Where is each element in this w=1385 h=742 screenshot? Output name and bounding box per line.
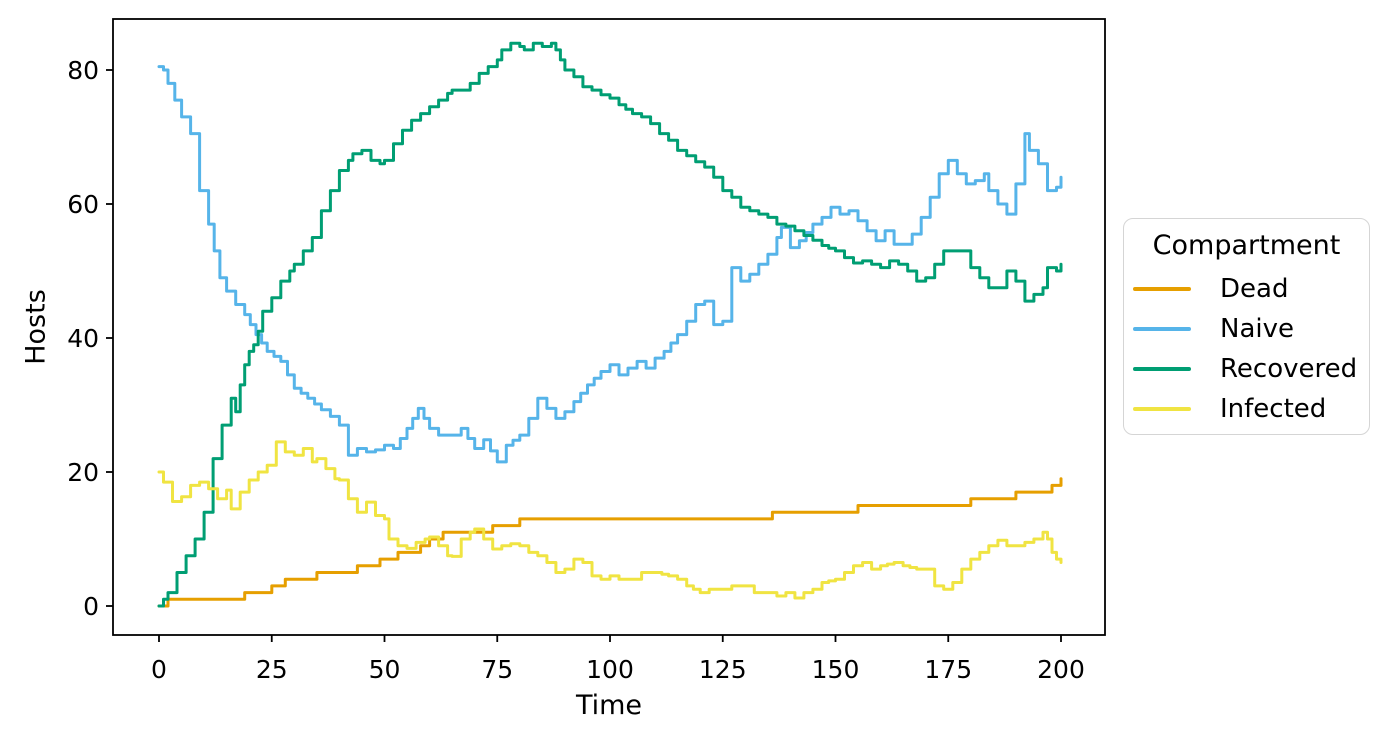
x-tick-label: 175	[924, 655, 972, 684]
x-tick-label: 100	[586, 655, 634, 684]
y-tick-label: 80	[67, 56, 99, 85]
y-axis-label: Hosts	[20, 289, 52, 365]
axes-frame	[112, 18, 1106, 636]
y-tick-label: 60	[67, 190, 99, 219]
legend-entry-recovered: Recovered	[1124, 349, 1369, 389]
legend-label-recovered: Recovered	[1220, 354, 1358, 384]
legend-swatch-naive	[1133, 327, 1191, 331]
legend-entry-dead: Dead	[1124, 269, 1369, 309]
y-tick-label: 20	[67, 458, 99, 487]
legend-entry-naive: Naive	[1124, 309, 1369, 349]
x-tick-label: 150	[812, 655, 860, 684]
legend-label-dead: Dead	[1220, 274, 1289, 304]
x-tick-label: 75	[481, 655, 513, 684]
series-line-recovered	[157, 41, 1063, 608]
legend-label-infected: Infected	[1220, 394, 1327, 424]
legend-entry-infected: Infected	[1124, 389, 1369, 429]
x-tick-label: 200	[1037, 655, 1085, 684]
series-line-infected	[157, 440, 1063, 600]
legend-swatch-recovered	[1133, 367, 1191, 371]
x-tick-label: 25	[256, 655, 288, 684]
x-axis-label: Time	[575, 690, 643, 721]
x-tick-label: 50	[369, 655, 401, 684]
series-line-dead	[157, 477, 1063, 608]
legend-swatch-dead	[1133, 287, 1191, 291]
x-tick-label: 125	[699, 655, 747, 684]
legend: Compartment Dead Naive Recovered Infected	[1123, 218, 1370, 435]
x-tick-label: 0	[151, 655, 167, 684]
legend-title: Compartment	[1152, 230, 1341, 261]
legend-swatch-infected	[1133, 407, 1191, 411]
y-tick-label: 0	[83, 592, 99, 621]
series-line-naive	[157, 65, 1063, 464]
legend-rows: Dead Naive Recovered Infected	[1124, 269, 1369, 429]
y-tick-label: 40	[67, 324, 99, 353]
legend-label-naive: Naive	[1220, 314, 1294, 344]
